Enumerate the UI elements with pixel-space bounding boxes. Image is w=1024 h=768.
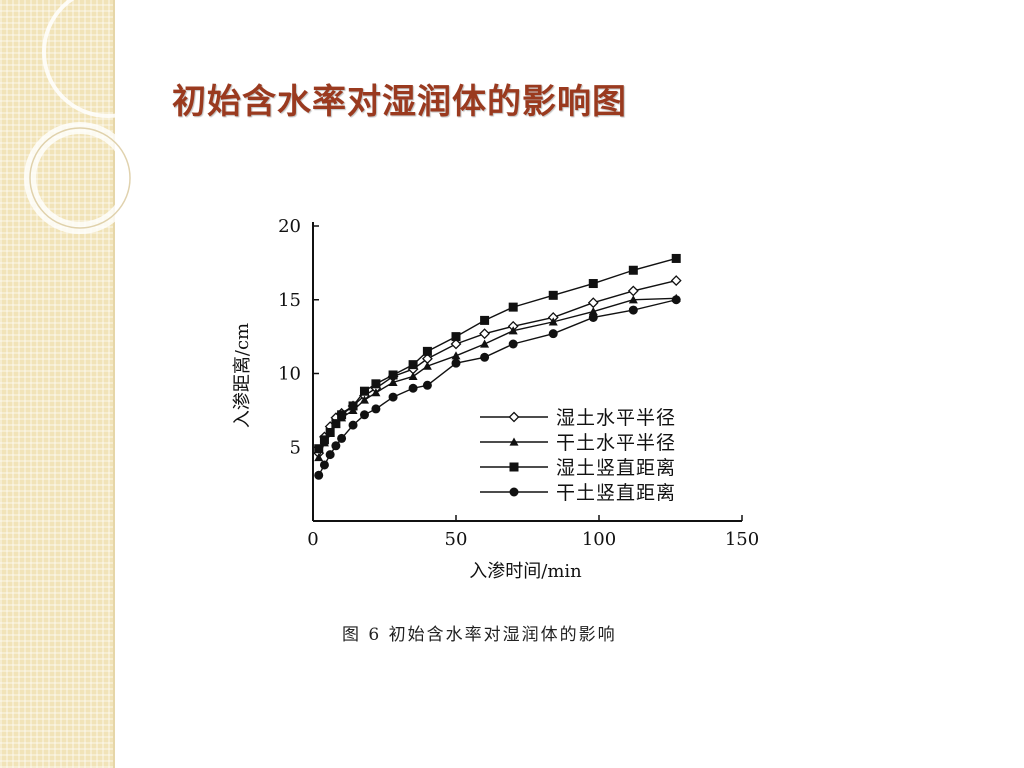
series-1 <box>313 275 682 459</box>
series-4-point-16 <box>588 312 598 322</box>
series-3-point-1 <box>314 444 324 454</box>
series-3-point-4 <box>331 419 341 429</box>
series-4-point-15 <box>548 329 558 339</box>
series-4-point-10 <box>408 383 418 393</box>
series-1-point-18 <box>670 275 682 286</box>
y-tick-label-5: 5 <box>290 437 301 458</box>
series-4-point-5 <box>337 433 347 443</box>
legend-label-2: 干土水平半径 <box>556 432 676 454</box>
series-2-point-8 <box>371 388 381 397</box>
series-3-point-13 <box>480 315 490 325</box>
series-3-point-3 <box>325 428 335 437</box>
series-1-point-17 <box>627 285 639 297</box>
series-3-point-11 <box>422 346 432 356</box>
series-4-point-12 <box>451 358 461 368</box>
x-tick-label-100: 100 <box>582 529 616 550</box>
legend-marker-2 <box>509 437 519 446</box>
series-4-point-4 <box>331 441 341 451</box>
legend-label-3: 湿土竖直距离 <box>556 457 676 479</box>
series-3-point-6 <box>348 401 358 411</box>
series-4-point-11 <box>422 380 432 390</box>
series-4-point-1 <box>314 470 324 480</box>
series-4-point-6 <box>348 420 358 430</box>
series-3-point-9 <box>388 370 398 380</box>
series-3-point-18 <box>671 253 681 263</box>
y-tick-label-15: 15 <box>278 290 301 311</box>
series-4-point-17 <box>628 305 638 315</box>
series-4-point-3 <box>325 450 335 460</box>
series-3-point-2 <box>319 435 329 445</box>
series-4-point-9 <box>388 392 398 402</box>
legend-label-1: 湿土水平半径 <box>556 407 676 429</box>
series-1-point-13 <box>479 328 491 340</box>
series-3-point-14 <box>508 302 518 312</box>
series-3 <box>314 253 681 454</box>
figure-caption: 图 6 初始含水率对湿润体的影响 <box>342 625 617 645</box>
series-1-point-16 <box>587 297 599 309</box>
series-2-point-16 <box>588 307 598 316</box>
series-2-point-17 <box>628 295 638 304</box>
series-3-point-5 <box>337 410 347 420</box>
series-2-point-11 <box>422 361 432 370</box>
series-3-point-8 <box>371 379 381 389</box>
series-2-point-14 <box>508 326 518 335</box>
x-axis-title: 入渗时间/min <box>469 561 582 582</box>
series-4-point-13 <box>480 352 490 362</box>
series-2-point-1 <box>314 453 324 462</box>
ring-large <box>42 0 174 118</box>
slide-title: 初始含水率对湿润体的影响图 <box>172 82 627 122</box>
series-2-point-13 <box>480 339 490 348</box>
x-tick-label-150: 150 <box>725 529 759 550</box>
series-3-point-15 <box>548 290 558 300</box>
series-4-point-8 <box>371 404 381 414</box>
side-strip-edge <box>113 0 115 768</box>
series-3-point-12 <box>451 332 461 342</box>
series-4 <box>314 295 681 480</box>
series-2-point-15 <box>548 317 558 326</box>
series-1-point-12 <box>450 338 462 350</box>
series-2-point-12 <box>451 351 461 360</box>
series-2-point-7 <box>359 395 369 404</box>
legend-marker-1 <box>508 411 520 423</box>
series-4-point-18 <box>671 295 681 305</box>
x-tick-label-0: 0 <box>307 529 318 550</box>
legend-marker-4 <box>509 487 519 497</box>
ring-small-outline <box>29 127 131 229</box>
series-3-point-16 <box>588 279 598 289</box>
y-tick-label-10: 10 <box>278 364 301 385</box>
series-4-point-14 <box>508 339 518 349</box>
legend-label-4: 干土竖直距离 <box>556 482 676 504</box>
series-3-point-17 <box>628 265 638 275</box>
x-tick-label-50: 50 <box>445 529 468 550</box>
series-3-point-7 <box>359 386 369 396</box>
series-2-point-9 <box>388 377 398 386</box>
series-3-point-10 <box>408 360 418 370</box>
series-4-point-2 <box>319 460 329 470</box>
series-2-point-10 <box>408 371 418 381</box>
y-tick-label-20: 20 <box>278 216 301 237</box>
series-4-point-7 <box>359 410 369 420</box>
decorative-rings <box>24 0 174 234</box>
legend-marker-3 <box>509 462 519 472</box>
y-axis-title: 入渗距离/cm <box>232 323 253 428</box>
